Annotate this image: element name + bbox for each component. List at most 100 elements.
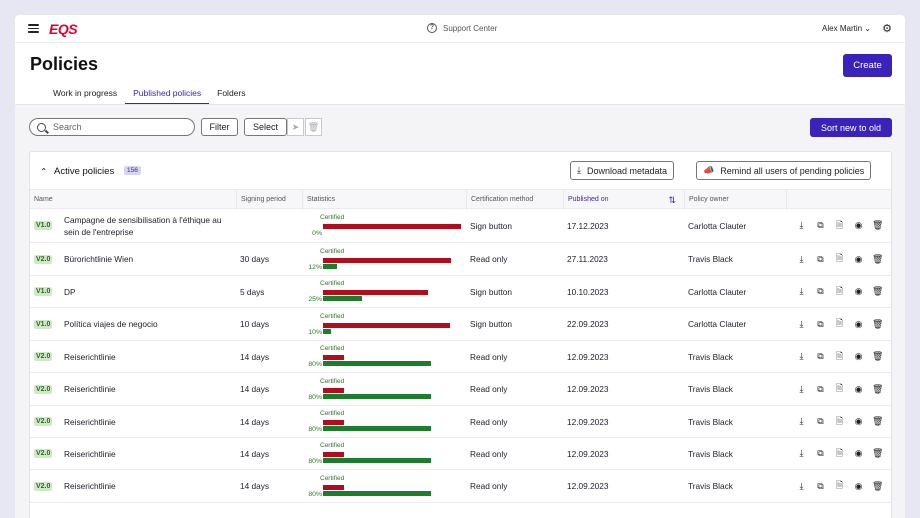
copy-icon[interactable]: ⧉ [817,318,824,329]
table-row[interactable]: V1.0 Campagne de sensibilisation à l'éth… [30,209,891,243]
copy-icon[interactable]: ⧉ [817,220,824,230]
policy-name[interactable]: DP [64,286,76,297]
trash-icon[interactable]: 🗑 [872,480,884,491]
statistics-cell: Certified 0% [308,209,468,242]
download-icon[interactable]: ⤓ [799,253,804,264]
trash-icon[interactable]: 🗑 [872,253,884,264]
chevron-down-icon: ⌄ [864,24,871,33]
trash-icon[interactable]: 🗑 [872,351,884,361]
header-name[interactable]: Name [34,196,53,203]
table-row[interactable]: V1.0 Política viajes de negocio 10 days … [30,308,891,341]
tab-folders[interactable]: Folders [217,88,246,98]
download-icon[interactable]: ⤓ [799,286,804,296]
pending-bar [323,224,461,229]
certified-label: Certified [320,442,345,449]
megaphone-icon: 📣 [703,165,715,175]
filter-button[interactable]: Filter [201,118,238,136]
signing-period: 14 days [240,448,270,459]
eye-icon[interactable]: ◉ [854,351,863,361]
eye-icon[interactable]: ◉ [854,448,863,458]
remind-users-button[interactable]: 📣 Remind all users of pending policies [696,161,872,180]
policy-name[interactable]: Reiserichtlinie [64,384,116,394]
copy-icon[interactable]: ⧉ [817,286,824,296]
table-row[interactable]: V2.0 Reiserichtlinie 14 days Certified 8… [30,373,891,406]
eye-icon[interactable]: ◉ [854,286,863,296]
copy-icon[interactable]: ⧉ [817,351,824,361]
eye-icon[interactable]: ◉ [854,416,863,426]
table-row[interactable]: V2.0 Bürorichtlinie Wien 30 days Certifi… [30,243,891,276]
document-icon[interactable]: 🗎 [835,447,844,458]
copy-icon[interactable]: ⧉ [817,253,824,264]
download-metadata-button[interactable]: ⤓ Download metadata [570,161,675,180]
document-icon[interactable]: 🗎 [835,415,844,426]
create-button[interactable]: Create [843,54,892,77]
eye-icon[interactable]: ◉ [854,480,863,491]
send-icon[interactable]: ➤ [287,118,304,136]
download-icon[interactable]: ⤓ [799,351,804,361]
download-icon[interactable]: ⤓ [799,416,804,426]
search-input[interactable]: Search [29,118,195,136]
policy-name[interactable]: Reiserichtlinie [64,448,116,459]
chevron-up-icon[interactable]: ⌄ [40,166,48,176]
policy-name[interactable]: Política viajes de negocio [64,319,158,329]
trash-icon[interactable]: 🗑 [305,118,322,136]
gear-icon[interactable]: ⚙ [882,23,892,35]
certification-method: Sign button [470,286,512,297]
eye-icon[interactable]: ◉ [854,253,863,264]
copy-icon[interactable]: ⧉ [817,448,824,458]
trash-icon[interactable]: 🗑 [872,220,884,230]
policy-name[interactable]: Reiserichtlinie [64,416,116,427]
user-menu[interactable]: Alex Martin ⌄ [822,24,871,33]
document-icon[interactable]: 🗎 [835,285,844,296]
copy-icon[interactable]: ⧉ [817,480,824,491]
trash-icon[interactable]: 🗑 [872,383,884,394]
eye-icon[interactable]: ◉ [854,383,863,394]
logo[interactable]: EQS [49,20,78,37]
tab-work-in-progress[interactable]: Work in progress [53,88,118,98]
certified-percent: 80% [308,491,322,498]
copy-icon[interactable]: ⧉ [817,383,824,394]
header-signing-period[interactable]: Signing period [236,190,302,210]
tab-published-policies[interactable]: Published policies [125,87,210,105]
pending-bar [323,355,344,360]
trash-icon[interactable]: 🗑 [872,286,884,296]
trash-icon[interactable]: 🗑 [872,448,884,458]
policy-name[interactable]: Bürorichtlinie Wien [64,254,134,264]
document-icon[interactable]: 🗎 [835,383,844,393]
statistics-cell: Certified 80% [308,341,468,372]
policy-name[interactable]: Campagne de sensibilisation à l'éthique … [64,214,222,237]
copy-icon[interactable]: ⧉ [817,416,824,426]
table-row[interactable]: V2.0 Reiserichtlinie 14 days Certified 8… [30,438,891,470]
version-badge: V2.0 [34,384,53,394]
header-certification-method[interactable]: Certification method [466,190,563,210]
support-center-link[interactable]: ? Support Center [427,23,497,33]
header-policy-owner[interactable]: Policy owner [684,190,786,210]
table-row[interactable]: V2.0 Reiserichtlinie 14 days Certified 8… [30,406,891,438]
download-icon[interactable]: ⤓ [799,318,804,329]
document-icon[interactable]: 🗎 [835,350,844,361]
download-icon[interactable]: ⤓ [799,480,804,491]
download-icon[interactable]: ⤓ [799,448,804,458]
eye-icon[interactable]: ◉ [854,318,863,329]
header-statistics[interactable]: Statistics [302,190,466,210]
download-icon[interactable]: ⤓ [799,220,804,230]
trash-icon[interactable]: 🗑 [872,416,884,426]
table-row[interactable]: V1.0 DP 5 days Certified 25% Sign button… [30,276,891,308]
table-row[interactable]: V2.0 Reiserichtlinie 14 days Certified 8… [30,470,891,503]
header-actions [786,190,893,210]
document-icon[interactable]: 🗎 [835,318,844,328]
table-row[interactable]: V2.0 Reiserichtlinie 14 days Certified 8… [30,341,891,373]
document-icon[interactable]: 🗎 [835,480,844,490]
sort-button[interactable]: Sort new to old [810,118,892,137]
menu-icon[interactable] [28,24,39,33]
active-policies-card: ⌄ Active policies 156 ⤓ Download metadat… [29,151,892,518]
trash-icon[interactable]: 🗑 [872,318,884,329]
policy-name[interactable]: Reiserichtlinie [64,351,116,362]
download-icon[interactable]: ⤓ [799,383,804,394]
document-icon[interactable]: 🗎 [835,253,844,263]
select-button[interactable]: Select [244,118,287,136]
policy-name[interactable]: Reiserichtlinie [64,481,116,491]
eye-icon[interactable]: ◉ [854,220,863,230]
header-published-on[interactable]: Published on ⇅ [563,190,684,210]
document-icon[interactable]: 🗎 [835,219,844,230]
